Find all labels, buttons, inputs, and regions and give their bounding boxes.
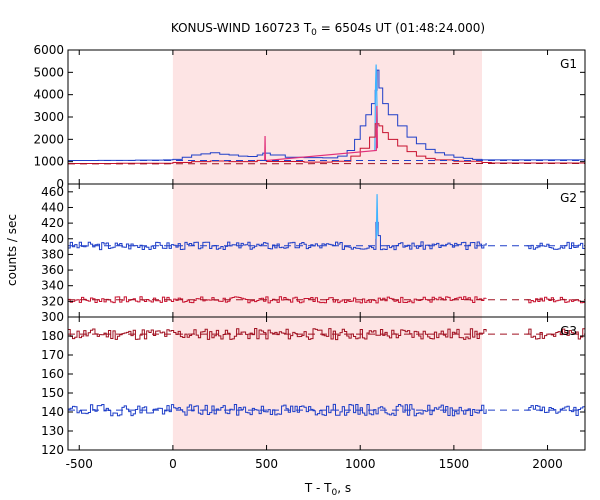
y-tick-label: 380 bbox=[41, 247, 64, 261]
y-tick-label: 180 bbox=[41, 329, 64, 343]
y-tick-label: 150 bbox=[41, 386, 64, 400]
series-dark_red-line bbox=[68, 327, 586, 341]
series-red-line bbox=[68, 123, 586, 164]
y-tick-label: 420 bbox=[41, 216, 64, 230]
y-tick-label: 0 bbox=[56, 177, 64, 191]
x-tick-label: 1500 bbox=[439, 457, 470, 471]
y-tick-label: 120 bbox=[41, 443, 64, 457]
y-tick-label: 460 bbox=[41, 185, 64, 199]
y-tick-label: 140 bbox=[41, 405, 64, 419]
y-tick-label: 3000 bbox=[33, 110, 64, 124]
plot-area: 0100020003000400050006000G13003203403603… bbox=[33, 43, 586, 471]
shaded-interval bbox=[172, 184, 482, 317]
y-tick-label: 1000 bbox=[33, 155, 64, 169]
x-tick-label: 0 bbox=[169, 457, 177, 471]
series-magenta-spike bbox=[264, 105, 379, 162]
x-tick-label: 1000 bbox=[345, 457, 376, 471]
y-tick-label: 360 bbox=[41, 263, 64, 277]
x-tick-label: 500 bbox=[255, 457, 278, 471]
shaded-interval bbox=[172, 50, 482, 184]
shaded-interval bbox=[172, 317, 482, 450]
y-axis-label: counts / sec bbox=[5, 214, 19, 286]
y-tick-label: 170 bbox=[41, 348, 64, 362]
x-tick-label: 2000 bbox=[532, 457, 563, 471]
y-tick-label: 440 bbox=[41, 200, 64, 214]
series-blue-line bbox=[68, 69, 586, 162]
series-light_blue-spike bbox=[375, 194, 379, 239]
panel-label: G3 bbox=[560, 324, 577, 338]
panel-label: G1 bbox=[560, 57, 577, 71]
y-tick-label: 300 bbox=[41, 310, 64, 324]
series-blue-line bbox=[68, 221, 586, 251]
series-light_blue-spike bbox=[374, 64, 379, 151]
y-tick-label: 130 bbox=[41, 424, 64, 438]
y-tick-label: 340 bbox=[41, 279, 64, 293]
panel-label: G2 bbox=[560, 191, 577, 205]
y-tick-label: 320 bbox=[41, 294, 64, 308]
y-tick-label: 400 bbox=[41, 232, 64, 246]
chart-title: KONUS-WIND 160723 T0 = 6504s UT (01:48:2… bbox=[171, 21, 485, 38]
panel-frame bbox=[67, 316, 586, 451]
y-tick-label: 6000 bbox=[33, 43, 64, 57]
y-tick-label: 4000 bbox=[33, 88, 64, 102]
y-tick-label: 160 bbox=[41, 367, 64, 381]
x-axis-label: T - T0, s bbox=[304, 481, 351, 498]
x-tick-label: -500 bbox=[66, 457, 93, 471]
y-tick-label: 2000 bbox=[33, 132, 64, 146]
y-tick-label: 5000 bbox=[33, 65, 64, 79]
